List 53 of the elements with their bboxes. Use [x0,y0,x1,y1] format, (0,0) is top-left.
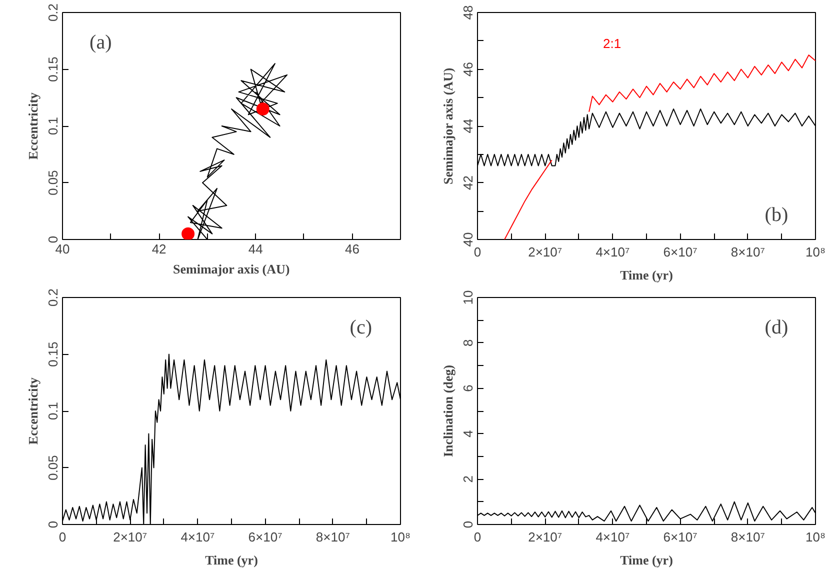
annotation: (b) [764,204,788,226]
x-tick-label: 40 [55,242,70,256]
y-axis-title: Eccentricity [26,376,40,445]
x-tick-label: 42 [152,242,166,256]
y-tick-label: 0.05 [46,455,60,480]
x-tick-label: 6×10⁷ [663,244,698,260]
y-tick-label: 40 [460,232,476,247]
x-tick-label: 8×10⁷ [730,244,766,260]
annotation: (d) [764,316,788,338]
x-tick-label: 2×10⁷ [528,244,562,260]
x-tick-label: 10⁸ [390,530,410,544]
annotation: (c) [350,316,372,338]
x-tick-label: 8×10⁷ [316,530,350,544]
y-tick-label: 8 [460,339,476,347]
x-tick-label: 10⁸ [806,244,826,260]
x-tick-label: 4×10⁷ [596,244,630,260]
x-tick-label: 4×10⁷ [596,530,630,544]
y-tick-label: 0.15 [46,56,60,82]
x-tick-label: 44 [248,242,263,256]
y-tick-label: 0.1 [46,116,60,136]
y-axis-title: Eccentricity [26,92,40,160]
x-tick-label: 46 [344,242,360,256]
text: 2:1 [603,36,622,52]
y-tick-label: 10 [460,290,476,305]
x-axis-title: Semimajor axis (AU) [173,262,290,276]
y-tick-label: 46 [460,62,476,76]
x-tick-label: 8×10⁷ [730,530,766,544]
y-tick-label: 0 [46,236,60,244]
y-axis-title: Inclination (deg) [440,364,456,458]
y-tick-label: 0.2 [46,3,60,22]
y-tick-label: 6 [460,384,476,392]
y-tick-label: 0.05 [46,170,60,196]
y-tick-label: 4 [460,430,476,438]
y-tick-label: 2 [460,475,476,483]
y-tick-label: 48 [460,5,476,20]
y-tick-label: 0.2 [46,288,60,307]
x-axis-title: Time (yr) [620,268,673,282]
y-tick-label: 0.1 [46,402,60,420]
y-tick-label: 0 [46,520,60,528]
x-axis-title: Time (yr) [620,552,673,568]
x-tick-label: 2×10⁷ [528,530,562,544]
y-tick-label: 0 [460,520,476,528]
x-tick-label: 2×10⁷ [113,530,148,544]
x-tick-label: 6×10⁷ [248,530,283,544]
y-tick-label: 44 [460,118,476,134]
y-axis-title: Semimajor axis (AU) [440,68,456,184]
y-tick-label: 0.15 [46,342,60,367]
x-tick-label: 6×10⁷ [663,530,698,544]
y-tick-label: 42 [460,176,476,190]
x-tick-label: 4×10⁷ [180,530,215,544]
x-axis-title: Time (yr) [205,552,258,568]
x-tick-label: 10⁸ [806,530,826,544]
annotation: (a) [90,31,112,54]
